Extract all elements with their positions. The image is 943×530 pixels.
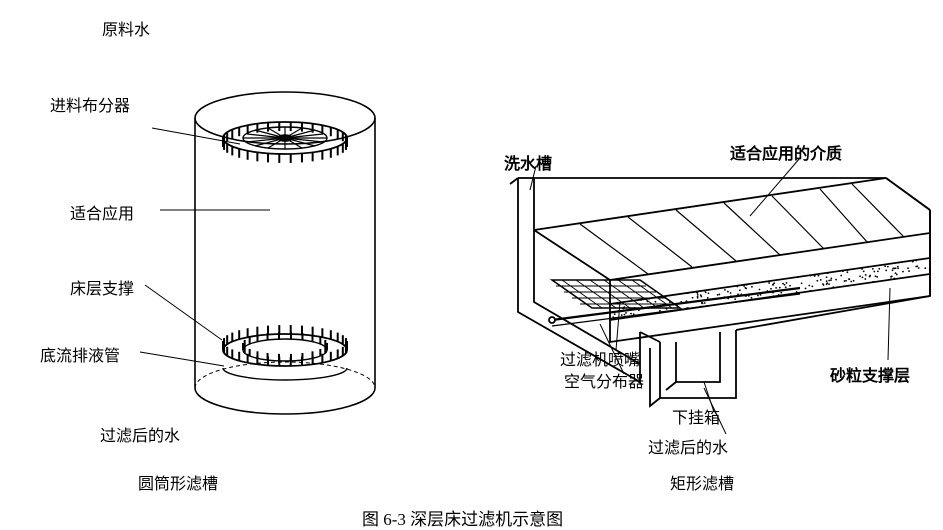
label-wash-trough: 洗水槽 <box>504 150 552 174</box>
label-feed-distributor: 进料布分器 <box>50 92 130 116</box>
label-suitable-media: 适合应用的介质 <box>730 140 842 164</box>
subtitle-rectangular: 矩形滤槽 <box>670 470 734 494</box>
figure-caption: 图 6-3 深层床过滤机示意图 <box>362 505 563 530</box>
label-filter-nozzle: 过滤机喷嘴 <box>560 346 640 370</box>
subtitle-cylindrical: 圆筒形滤槽 <box>138 470 218 494</box>
label-underflow-pipe: 底流排液管 <box>40 342 120 366</box>
label-sand-support: 砂粒支撑层 <box>830 362 910 386</box>
label-raw-water: 原料水 <box>102 16 150 40</box>
label-bed-support: 床层支撑 <box>70 275 134 299</box>
label-lower-box: 下挂箱 <box>672 404 720 428</box>
figure-container: 原料水 进料布分器 适合应用 床层支撑 底流排液管 过滤后的水 圆筒形滤槽 <box>10 10 933 518</box>
label-air-distributor: 空气分布器 <box>564 368 644 392</box>
label-filtered-water-right: 过滤后的水 <box>648 434 728 458</box>
label-filtered-water-left: 过滤后的水 <box>100 422 180 446</box>
label-suitable-application: 适合应用 <box>70 200 134 224</box>
